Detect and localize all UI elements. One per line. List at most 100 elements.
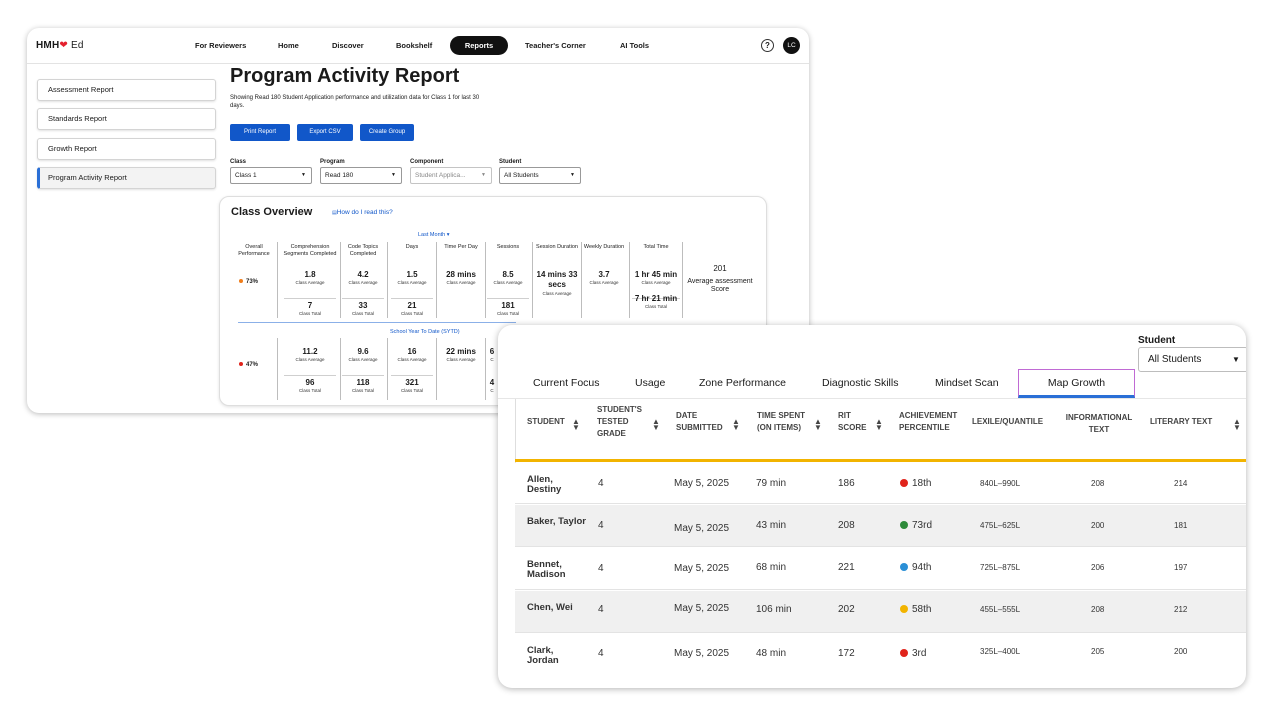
sidebar-item-standards-report[interactable]: Standards Report bbox=[37, 108, 216, 130]
tab-zone-performance[interactable]: Zone Performance bbox=[699, 377, 786, 389]
class-overview-title: Class Overview bbox=[231, 206, 313, 218]
percentile-dot bbox=[900, 649, 908, 657]
sort-icon[interactable]: ▲ ▼ bbox=[652, 417, 660, 432]
tested-grade: 4 bbox=[598, 648, 604, 659]
nav-reports[interactable]: Reports bbox=[450, 36, 508, 55]
nav-bookshelf[interactable]: Bookshelf bbox=[396, 41, 433, 50]
column-header-date-submitted[interactable]: Date Submitted bbox=[676, 411, 723, 432]
class-select[interactable]: Class 1 ▼ bbox=[230, 167, 312, 184]
table-row[interactable]: Clark, Jordan 4 May 5, 2025 48 min 172 3… bbox=[515, 634, 1246, 676]
sidebar-item-growth-report[interactable]: Growth Report bbox=[37, 138, 216, 160]
total-code-topics: 33 bbox=[358, 301, 368, 310]
tab-map-growth[interactable]: Map Growth bbox=[1018, 369, 1135, 398]
tab-mindset-scan[interactable]: Mindset Scan bbox=[935, 377, 999, 389]
student-name[interactable]: Clark, Jordan bbox=[527, 645, 559, 666]
avg-sessions: 8.5 bbox=[502, 270, 514, 279]
column-divider bbox=[387, 338, 388, 400]
last-month-toggle[interactable]: Last Month ▾ bbox=[418, 232, 450, 238]
sort-icon[interactable]: ▲ ▼ bbox=[875, 417, 883, 432]
class-average-label: Class Average bbox=[446, 357, 476, 362]
column-divider bbox=[485, 242, 486, 318]
lexile-quantile: 840L–990L bbox=[980, 479, 1021, 488]
column-header-lexile-quantile[interactable]: Lexile/Quantile bbox=[972, 417, 1044, 426]
student-name[interactable]: Baker, Taylor bbox=[527, 516, 586, 527]
rit-score: 202 bbox=[838, 604, 855, 615]
student-name[interactable]: Bennet, Madison bbox=[527, 559, 566, 580]
table-row[interactable]: Allen, Destiny 4 May 5, 2025 79 min 186 … bbox=[515, 462, 1246, 504]
sytd-total-sessions: 4 bbox=[489, 378, 495, 387]
print-report-button[interactable]: Print Report bbox=[230, 124, 290, 141]
nav-ai-tools[interactable]: AI Tools bbox=[620, 41, 650, 50]
student-name[interactable]: Allen, Destiny bbox=[527, 474, 562, 495]
lexile-quantile: 725L–875L bbox=[980, 563, 1021, 572]
table-row[interactable]: Chen, Wei 4 May 5, 2025 106 min 202 58th… bbox=[515, 591, 1246, 633]
student-select[interactable]: All Students ▼ bbox=[1138, 347, 1246, 372]
overall-performance-sytd: 47% bbox=[239, 362, 258, 368]
tab-diagnostic-skills[interactable]: Diagnostic Skills bbox=[822, 377, 899, 389]
sort-icon[interactable]: ▲ ▼ bbox=[1233, 417, 1241, 432]
time-spent: 68 min bbox=[756, 562, 787, 573]
date-submitted: May 5, 2025 bbox=[674, 523, 730, 534]
date-submitted: May 5, 2025 bbox=[674, 648, 730, 659]
divider bbox=[342, 298, 384, 299]
total-sessions: 181 bbox=[501, 301, 515, 310]
column-header-student[interactable]: Student bbox=[527, 417, 565, 426]
literary-text: 197 bbox=[1174, 563, 1188, 572]
nav-home[interactable]: Home bbox=[278, 41, 299, 50]
column-header-literary-text[interactable]: Literary Text bbox=[1150, 417, 1213, 426]
component-select[interactable]: Student Applica... ▼ bbox=[410, 167, 492, 184]
tested-grade: 4 bbox=[598, 520, 604, 531]
table-row[interactable]: Baker, Taylor 4 May 5, 2025 43 min 208 7… bbox=[515, 505, 1246, 547]
column-header-time-spent[interactable]: Time Spent (on items) bbox=[757, 411, 806, 432]
book-icon: ▤ bbox=[332, 210, 337, 216]
column-divider bbox=[436, 338, 437, 400]
column-divider bbox=[581, 242, 582, 318]
class-total-label: Class Total bbox=[352, 311, 374, 316]
column-header-rit-score[interactable]: RIT Score bbox=[838, 411, 867, 432]
tab-current-focus[interactable]: Current Focus bbox=[533, 377, 600, 389]
class-average-label: Class Average bbox=[295, 357, 325, 362]
lexile-quantile: 475L–625L bbox=[980, 521, 1021, 530]
informational-text: 200 bbox=[1091, 521, 1105, 530]
class-average-label: Class Average bbox=[493, 280, 523, 285]
column-header-informational-text[interactable]: Informational Text bbox=[1065, 413, 1133, 434]
tab-divider bbox=[498, 398, 1246, 399]
help-icon[interactable]: ? bbox=[761, 39, 774, 52]
column-header-achievement-percentile[interactable]: Achievement Percentile bbox=[899, 411, 958, 432]
sidebar-item-assessment-report[interactable]: Assessment Report bbox=[37, 79, 216, 101]
chevron-down-icon: ▼ bbox=[1232, 355, 1240, 364]
map-growth-window: Student All Students ▼ Current Focus Usag… bbox=[498, 325, 1246, 688]
avatar[interactable]: LC bbox=[783, 37, 800, 54]
create-group-button[interactable]: Create Group bbox=[360, 124, 414, 141]
percentile-dot bbox=[900, 479, 908, 487]
column-header-tested-grade[interactable]: Student's Tested Grade bbox=[597, 405, 643, 438]
nav-teachers-corner[interactable]: Teacher's Corner bbox=[525, 41, 586, 50]
component-filter-label: Component bbox=[410, 159, 444, 165]
average-assessment-score: 201 bbox=[713, 264, 727, 273]
export-csv-button[interactable]: Export CSV bbox=[297, 124, 353, 141]
divider bbox=[487, 298, 529, 299]
class-average-label: Class Average bbox=[397, 280, 427, 285]
student-name[interactable]: Chen, Wei bbox=[527, 602, 573, 613]
time-spent: 106 min bbox=[756, 604, 792, 615]
program-select[interactable]: Read 180 ▼ bbox=[320, 167, 402, 184]
sytd-total-code-topics: 118 bbox=[356, 378, 370, 387]
sort-icon[interactable]: ▲ ▼ bbox=[572, 417, 580, 432]
how-to-read-link[interactable]: ▤How do I read this? bbox=[332, 209, 393, 216]
nav-for-reviewers[interactable]: For Reviewers bbox=[195, 41, 247, 50]
total-comprehension: 7 bbox=[307, 301, 313, 310]
chevron-down-icon: ▼ bbox=[570, 172, 575, 178]
sort-icon[interactable]: ▲ ▼ bbox=[732, 417, 740, 432]
student-select[interactable]: All Students ▼ bbox=[499, 167, 581, 184]
literary-text: 212 bbox=[1174, 605, 1188, 614]
tab-usage[interactable]: Usage bbox=[635, 377, 666, 389]
hmh-logo[interactable]: HMH❤ Ed bbox=[36, 40, 84, 51]
table-row[interactable]: Bennet, Madison 4 May 5, 2025 68 min 221… bbox=[515, 548, 1246, 590]
nav-discover[interactable]: Discover bbox=[332, 41, 364, 50]
class-total-label: Class Total bbox=[299, 311, 321, 316]
literary-text: 200 bbox=[1174, 647, 1188, 656]
achievement-percentile: 3rd bbox=[900, 648, 926, 659]
tested-grade: 4 bbox=[598, 563, 604, 574]
sort-icon[interactable]: ▲ ▼ bbox=[814, 417, 822, 432]
sidebar-item-program-activity-report[interactable]: Program Activity Report bbox=[37, 167, 216, 189]
